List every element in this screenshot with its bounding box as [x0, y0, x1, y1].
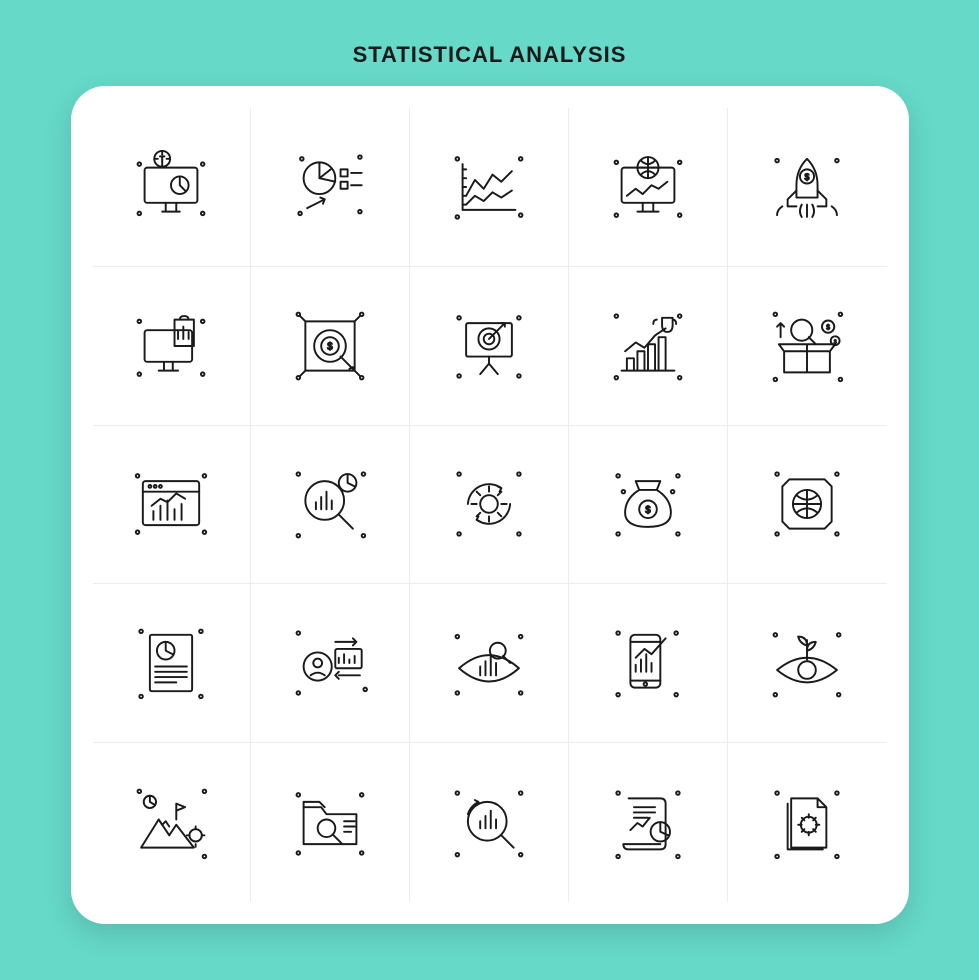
- magnifier-chart-pie-icon: [286, 460, 374, 548]
- icon-cell: $: [569, 426, 728, 585]
- phone-chart-icon: [604, 619, 692, 707]
- target-dollar-icon: $: [286, 302, 374, 390]
- icon-cell: [410, 267, 569, 426]
- icon-grid-card: T $ $ $ $ $: [71, 86, 909, 924]
- gear-cycle-icon: [445, 460, 533, 548]
- magnifier-bar-cycle-icon: [445, 779, 533, 867]
- svg-text:T: T: [160, 154, 166, 164]
- icon-cell: [93, 584, 252, 743]
- page-title: STATISTICAL ANALYSIS: [353, 42, 627, 68]
- pie-chart-legend-icon: [286, 143, 374, 231]
- easel-target-icon: [445, 302, 533, 390]
- user-chart-analysis-icon: [286, 619, 374, 707]
- growth-trophy-icon: [604, 302, 692, 390]
- icon-cell: [93, 743, 252, 902]
- box-search-money-icon: $ $: [763, 302, 851, 390]
- money-bag-icon: $: [604, 460, 692, 548]
- svg-text:$: $: [327, 341, 333, 352]
- icon-cell: [569, 584, 728, 743]
- icon-cell: [410, 108, 569, 267]
- globe-frame-icon: [763, 460, 851, 548]
- svg-text:$: $: [645, 505, 651, 516]
- icon-cell: [728, 584, 887, 743]
- document-gear-stack-icon: [763, 779, 851, 867]
- icon-cell: [93, 267, 252, 426]
- report-pie-icon: [127, 619, 215, 707]
- monitor-report-bar-icon: [127, 302, 215, 390]
- monitor-globe-line-icon: [604, 143, 692, 231]
- browser-bar-chart-icon: [127, 460, 215, 548]
- folder-search-icon: [286, 779, 374, 867]
- icon-cell: [569, 267, 728, 426]
- mountain-goal-gear-icon: [127, 779, 215, 867]
- icon-cell: [251, 584, 410, 743]
- icon-cell: $ $: [728, 267, 887, 426]
- area-chart-icon: [445, 143, 533, 231]
- svg-text:$: $: [826, 324, 830, 331]
- icon-cell: [728, 426, 887, 585]
- icon-cell: T: [93, 108, 252, 267]
- icon-cell: [251, 743, 410, 902]
- svg-text:$: $: [834, 339, 837, 345]
- icon-cell: [569, 108, 728, 267]
- icon-cell: [728, 743, 887, 902]
- eye-growth-plant-icon: [763, 619, 851, 707]
- icon-cell: [251, 108, 410, 267]
- monitor-idea-pie-icon: T: [127, 143, 215, 231]
- icon-cell: $: [251, 267, 410, 426]
- eye-chart-icon: [445, 619, 533, 707]
- icon-cell: [251, 426, 410, 585]
- icon-cell: [410, 743, 569, 902]
- rocket-money-icon: $: [763, 143, 851, 231]
- icon-cell: [569, 743, 728, 902]
- icon-cell: [410, 426, 569, 585]
- scroll-report-pie-icon: [604, 779, 692, 867]
- icon-cell: [93, 426, 252, 585]
- svg-text:$: $: [805, 172, 810, 182]
- icon-cell: [410, 584, 569, 743]
- icon-cell: $: [728, 108, 887, 267]
